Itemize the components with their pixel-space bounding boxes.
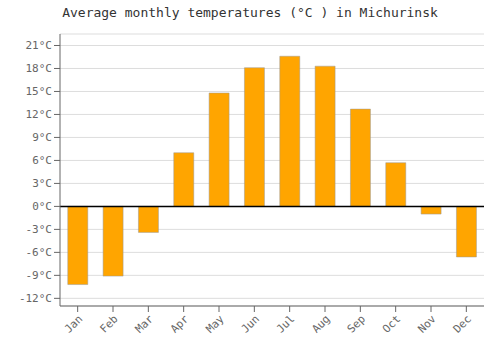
svg-text:6°C: 6°C <box>32 154 52 167</box>
svg-text:Mar: Mar <box>133 312 157 336</box>
svg-text:21°C: 21°C <box>26 39 53 52</box>
svg-text:-9°C: -9°C <box>26 269 53 282</box>
svg-text:Aug: Aug <box>309 312 332 335</box>
svg-text:-12°C: -12°C <box>19 292 52 305</box>
svg-text:May: May <box>203 312 227 336</box>
svg-text:Jul: Jul <box>274 312 297 335</box>
svg-text:-6°C: -6°C <box>26 246 53 259</box>
svg-text:Jun: Jun <box>239 312 262 335</box>
svg-text:15°C: 15°C <box>26 85 53 98</box>
svg-text:0°C: 0°C <box>32 200 52 213</box>
svg-text:Jan: Jan <box>62 312 85 335</box>
svg-text:Apr: Apr <box>168 312 192 336</box>
svg-text:Dec: Dec <box>451 312 474 335</box>
svg-text:Nov: Nov <box>415 312 439 336</box>
svg-text:Feb: Feb <box>97 312 120 335</box>
svg-text:Sep: Sep <box>345 312 368 335</box>
svg-text:3°C: 3°C <box>32 177 52 190</box>
svg-text:-3°C: -3°C <box>26 223 53 236</box>
svg-text:18°C: 18°C <box>26 62 53 75</box>
html-text:Average monthly temperatures (: Average monthly temperatures (°C ) in Mi… <box>62 5 438 20</box>
svg-text:12°C: 12°C <box>26 108 53 121</box>
svg-text:9°C: 9°C <box>32 131 52 144</box>
svg-text:Oct: Oct <box>380 312 403 335</box>
